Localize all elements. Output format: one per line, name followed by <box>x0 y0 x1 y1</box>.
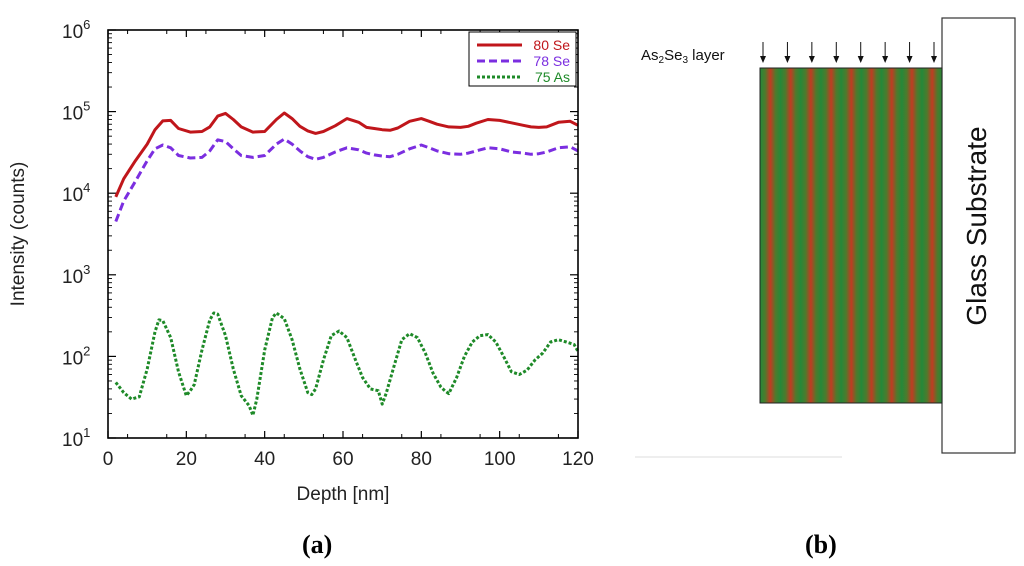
film-stripe <box>881 68 903 403</box>
plot-frame <box>107 29 579 439</box>
film-stripe <box>901 68 923 403</box>
schematic-panel-b: As2Se3 layer Glass Substrate (b) <box>635 17 1016 559</box>
panel-b-letter: b <box>814 530 828 559</box>
x-tick-labels: 0 20 40 60 80 100 120 <box>103 449 594 470</box>
x-tick-label: 20 <box>176 449 197 470</box>
film-stripe <box>780 68 801 403</box>
y-axis-label: Intensity (counts) <box>8 162 29 307</box>
film-stripe <box>800 68 822 403</box>
panel-a-letter: a <box>311 530 324 559</box>
x-tick-label: 80 <box>411 449 432 470</box>
layer-label: As2Se3 layer <box>641 47 725 66</box>
series-line-78-se <box>114 137 579 223</box>
down-arrow-icon <box>833 42 840 63</box>
y-tick-labels: 101 102 103 104 105 106 <box>62 17 90 451</box>
incident-arrows <box>760 42 937 63</box>
y-tick-label: 103 <box>62 262 90 288</box>
x-tick-label: 100 <box>484 449 516 470</box>
x-tick-label: 0 <box>103 449 114 470</box>
panel-b-caption: (b) <box>805 530 837 559</box>
down-arrow-icon <box>931 42 937 63</box>
legend-box <box>468 31 577 87</box>
y-tick-label: 101 <box>62 425 90 451</box>
y-tick-label: 105 <box>62 99 90 125</box>
data-series-layer <box>114 111 580 417</box>
down-arrow-icon <box>760 42 766 63</box>
legend-label: 75 As <box>535 69 570 85</box>
multilayer-film <box>760 68 943 403</box>
film-stripe <box>861 68 882 403</box>
film-outline <box>759 67 943 404</box>
y-tick-label: 104 <box>62 180 90 206</box>
down-arrow-icon <box>808 42 815 63</box>
x-tick-label: 60 <box>332 449 353 470</box>
x-tick-label: 40 <box>254 449 275 470</box>
film-stripe <box>840 68 862 403</box>
down-arrow-icon <box>857 42 864 63</box>
down-arrow-icon <box>906 42 913 63</box>
y-tick-label: 106 <box>62 17 90 43</box>
series-line-80-se <box>114 111 579 198</box>
x-tick-label: 120 <box>562 449 594 470</box>
glass-substrate <box>941 17 1016 454</box>
substrate-label: Glass Substrate <box>961 126 992 325</box>
film-stripe <box>921 68 943 403</box>
legend-label: 80 Se <box>533 37 570 53</box>
panel-a-caption: (a) <box>302 530 332 559</box>
series-line-75-as <box>114 311 580 417</box>
y-tick-label: 102 <box>62 343 90 369</box>
legend-label: 78 Se <box>533 53 570 69</box>
chart-panel-a: 0 20 40 60 80 100 120 101 102 103 104 105 106 Depth… <box>8 17 594 559</box>
down-arrow-icon <box>784 42 791 63</box>
film-stripe <box>760 68 781 403</box>
tick-marks <box>107 29 579 439</box>
x-axis-label: Depth [nm] <box>297 484 390 505</box>
down-arrow-icon <box>882 42 889 63</box>
film-stripe <box>820 68 842 403</box>
